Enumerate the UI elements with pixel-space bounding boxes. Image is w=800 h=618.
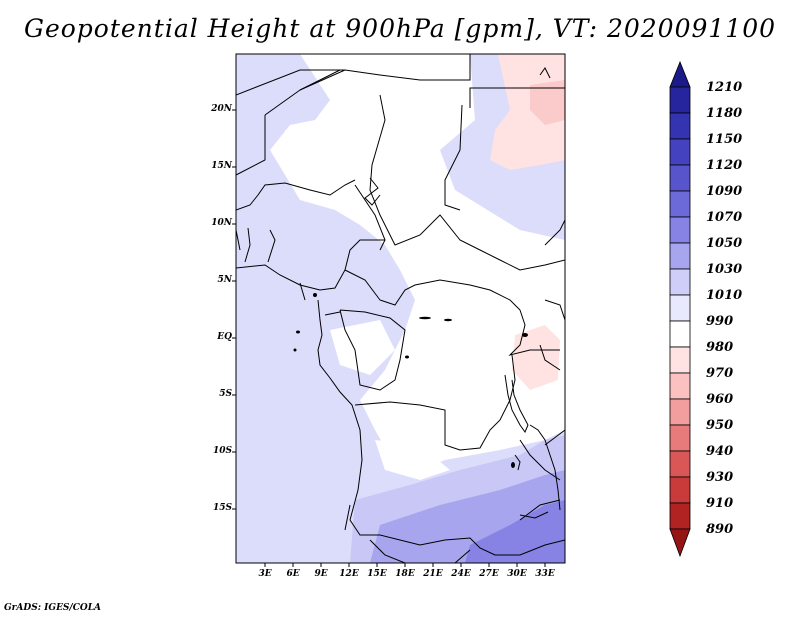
lat-label: 10S <box>212 446 232 456</box>
y-ticks <box>232 109 236 510</box>
colorbar-label: 1180 <box>706 106 743 121</box>
contour-pink-east <box>512 325 560 390</box>
lat-label: EQ <box>217 332 232 342</box>
contour-white-patch-3 <box>375 440 450 480</box>
colorbar-label: 1120 <box>706 158 743 173</box>
lat-label: 5S <box>219 389 232 399</box>
colorbar-label: 1070 <box>706 210 743 225</box>
colorbar-label: 980 <box>706 340 734 355</box>
lon-label: 30E <box>507 569 527 579</box>
grads-credit: GrADS: IGES/COLA <box>4 603 102 613</box>
contour-white-patch-1 <box>285 125 345 165</box>
colorbar-swatch <box>669 398 691 426</box>
x-ticks <box>264 563 546 567</box>
lat-label: 10N <box>211 218 232 228</box>
colorbar-label: 1050 <box>706 236 743 251</box>
colorbar-label: 1030 <box>706 262 743 277</box>
lat-label: 20N <box>211 104 232 114</box>
colorbar-swatch <box>669 450 691 478</box>
colorbar-swatch <box>669 294 691 322</box>
colorbar <box>669 60 691 558</box>
colorbar-bottom-arrow <box>669 528 691 558</box>
colorbar-swatch <box>669 372 691 400</box>
colorbar-label: 1010 <box>706 288 743 303</box>
lon-label: 12E <box>339 569 359 579</box>
water-bodies <box>293 293 528 468</box>
map-title: Geopotential Height at 900hPa [gpm], VT:… <box>23 14 777 43</box>
lon-label: 6E <box>286 569 300 579</box>
lon-label: 33E <box>535 569 555 579</box>
contour-pink-core <box>530 80 565 125</box>
borders <box>236 54 565 563</box>
lon-label: 21E <box>423 569 443 579</box>
colorbar-label: 1090 <box>706 184 743 199</box>
lat-label: 15S <box>212 503 232 513</box>
colorbar-swatch <box>669 268 691 296</box>
colorbar-label: 1210 <box>706 80 743 95</box>
lon-label: 15E <box>367 569 387 579</box>
colorbar-label: 970 <box>706 366 734 381</box>
colorbar-swatch <box>669 242 691 270</box>
colorbar-label: 910 <box>706 496 734 511</box>
colorbar-swatch <box>669 190 691 218</box>
colorbar-swatch <box>669 502 691 530</box>
contour-fill <box>236 54 565 563</box>
colorbar-swatch <box>669 216 691 244</box>
colorbar-swatch <box>669 424 691 452</box>
colorbar-label: 890 <box>706 522 734 537</box>
colorbar-label: 930 <box>706 470 734 485</box>
colorbar-swatch <box>669 320 691 348</box>
lon-label: 18E <box>395 569 415 579</box>
colorbar-label: 1150 <box>706 132 743 147</box>
colorbar-swatch <box>669 164 691 192</box>
colorbar-swatch <box>669 112 691 140</box>
colorbar-swatch <box>669 346 691 374</box>
lon-label: 3E <box>258 569 272 579</box>
lon-label: 9E <box>314 569 328 579</box>
colorbar-swatch <box>669 476 691 504</box>
lat-label: 15N <box>211 161 232 171</box>
colorbar-label: 960 <box>706 392 734 407</box>
colorbar-swatch <box>669 138 691 166</box>
map-frame <box>235 53 566 564</box>
lat-label: 5N <box>217 275 233 285</box>
colorbar-label: 940 <box>706 444 734 459</box>
colorbar-label: 950 <box>706 418 734 433</box>
lon-label: 24E <box>451 569 471 579</box>
contour-white-patch-2 <box>330 320 395 375</box>
contour-white-north <box>270 54 565 470</box>
colorbar-swatch <box>669 86 691 114</box>
lon-label: 27E <box>479 569 499 579</box>
colorbar-label: 990 <box>706 314 734 329</box>
colorbar-top-arrow <box>669 60 691 88</box>
